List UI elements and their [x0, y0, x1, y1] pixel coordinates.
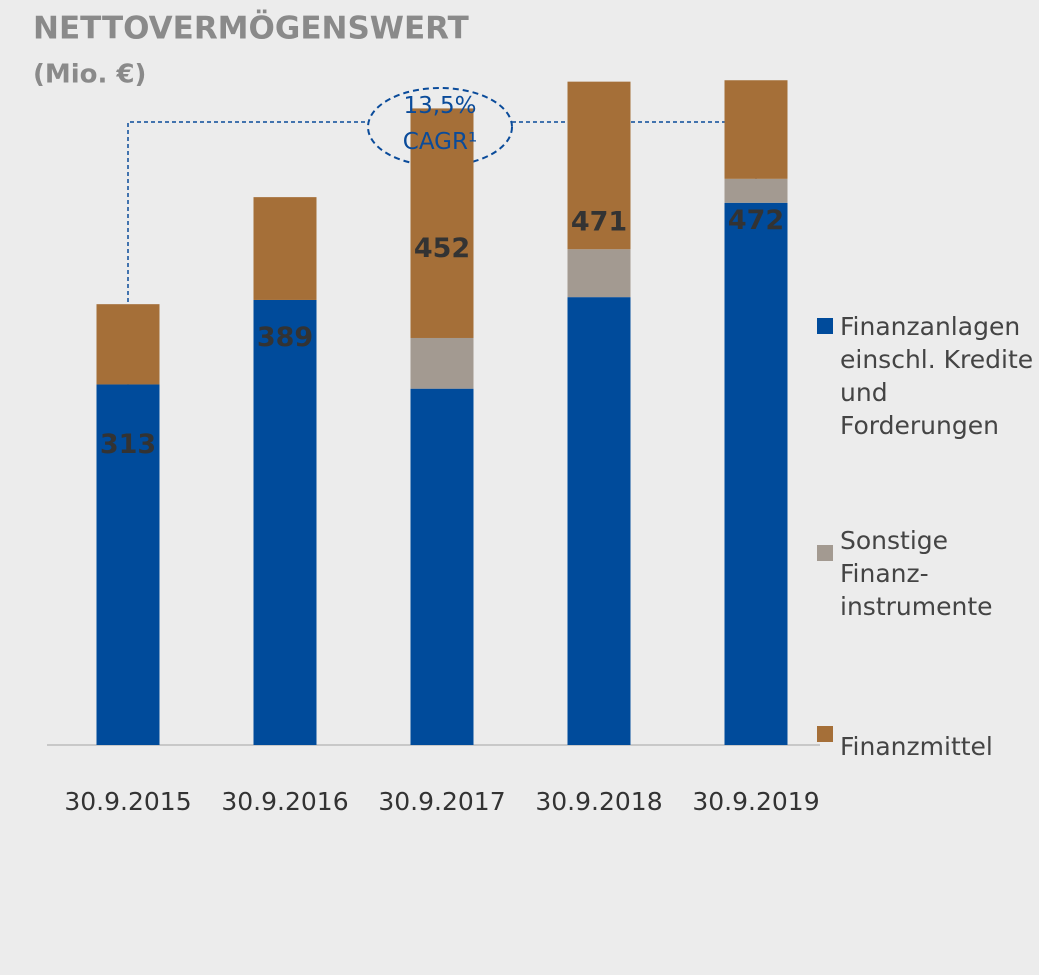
cagr-line [127, 121, 368, 400]
chart-title: NETTOVERMÖGENSWERT [33, 10, 469, 47]
annotation: 13,5% CAGR¹ [402, 93, 478, 155]
total-label: 389 [257, 322, 313, 353]
bar-segment [410, 337, 474, 389]
annotation-ellipse [367, 87, 513, 167]
bar-segment [253, 299, 317, 745]
legend-swatch [817, 545, 833, 561]
total-label: 471 [571, 206, 627, 237]
x-tick-label: 30.9.2016 [221, 787, 348, 816]
total-label: 313 [100, 429, 156, 460]
bar-segment [96, 384, 160, 745]
x-tick-label: 30.9.2017 [378, 787, 505, 816]
bar-segment [567, 249, 631, 298]
legend-label: Sonstige Finanz- instrumente [840, 526, 993, 621]
x-tick-label: 30.9.2015 [64, 787, 191, 816]
total-label: 472 [728, 205, 784, 236]
bar-segment [567, 81, 631, 250]
bar-segment [724, 178, 788, 203]
bar-segment [724, 202, 788, 745]
total-label: 452 [414, 233, 470, 264]
bar-segment [724, 80, 788, 179]
legend-label: Finanzanlagen einschl. Kredite und Forde… [840, 312, 1034, 440]
bar-segment [253, 197, 317, 300]
bar-segment [96, 304, 160, 385]
cagr-line [512, 121, 757, 166]
legend-label: Finanzmittel [840, 732, 993, 761]
chart-subtitle: (Mio. €) [33, 60, 146, 90]
legend-swatch [817, 726, 833, 742]
bar-segment [567, 297, 631, 745]
legend-swatch [817, 318, 833, 334]
x-tick-label: 30.9.2019 [692, 787, 819, 816]
bar-segment [410, 108, 474, 338]
bar-segment [410, 388, 474, 745]
x-tick-label: 30.9.2018 [535, 787, 662, 816]
